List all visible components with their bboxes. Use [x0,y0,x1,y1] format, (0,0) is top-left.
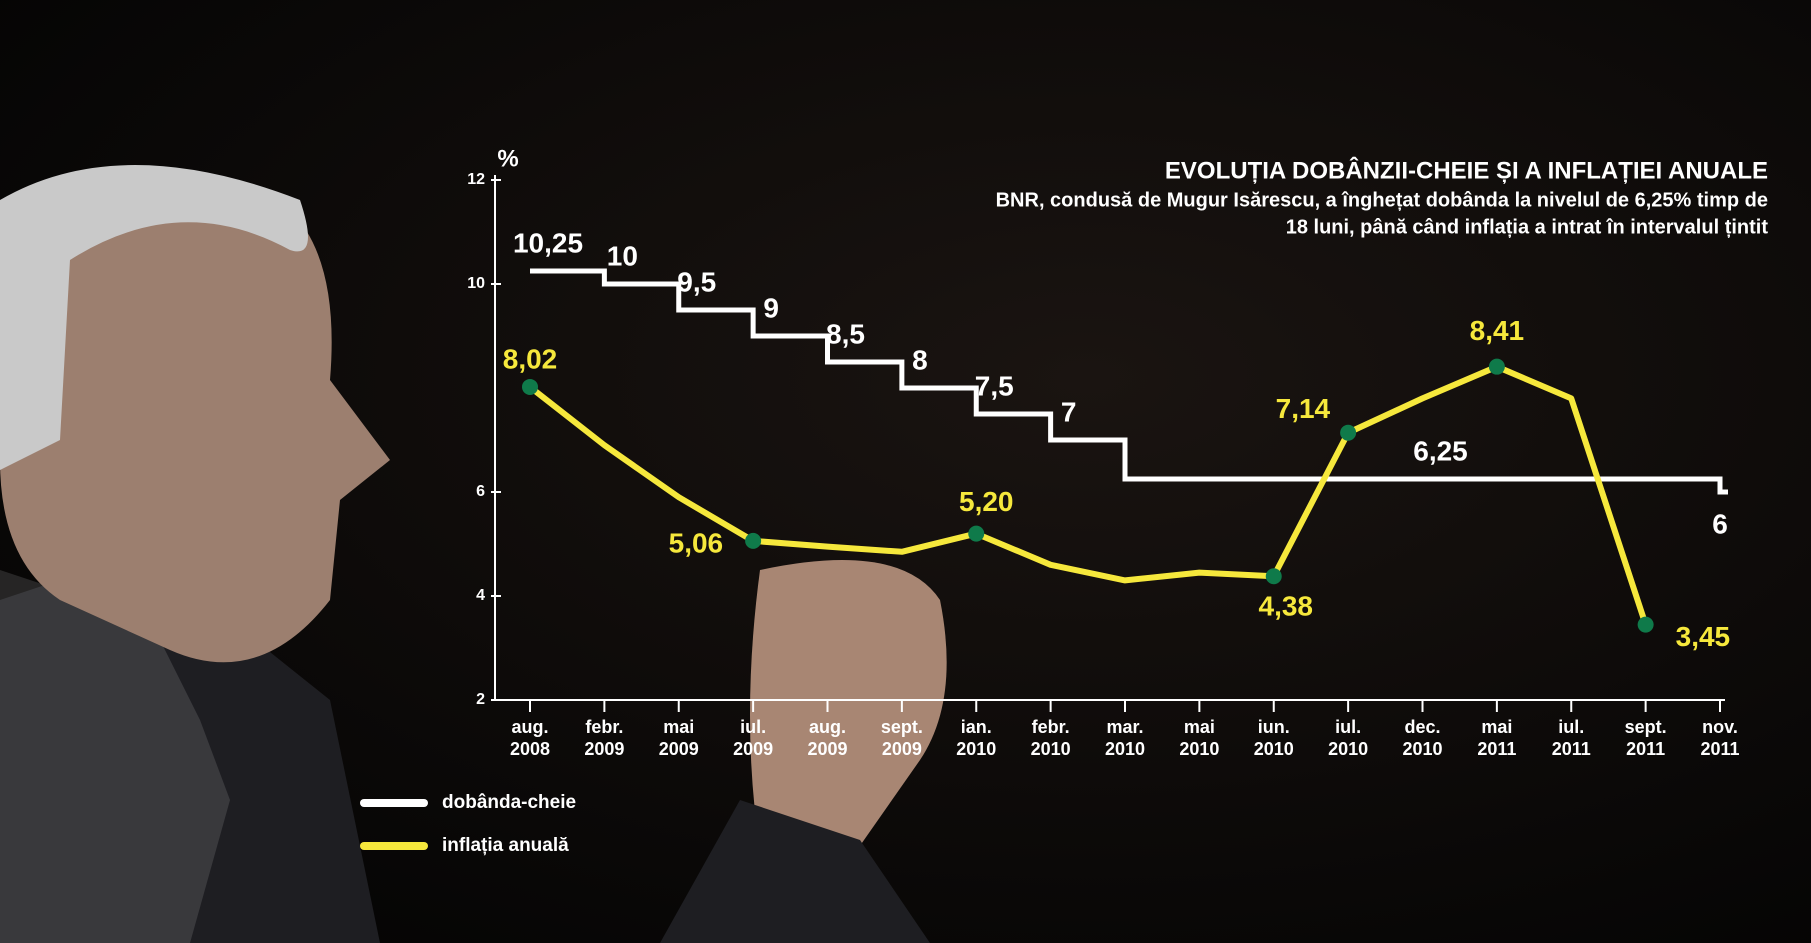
x-tick-label: febr. 2010 [1031,717,1071,759]
x-tick-label: sept. 2011 [1625,717,1667,759]
x-tick-label: iul. 2010 [1328,717,1368,759]
x-tick-label: iul. 2011 [1552,717,1591,759]
data-label: 4,38 [1259,591,1314,622]
data-point [522,378,538,395]
data-label: 8,5 [826,318,865,349]
x-tick-label: mai 2011 [1477,717,1516,759]
data-point [745,532,762,549]
legend-label: dobânda-cheie [442,792,576,813]
data-label: 5,06 [669,527,724,558]
data-label: 7,14 [1276,393,1331,424]
chart-title: EVOLUȚIA DOBÂNZII-CHEIE ȘI A INFLAȚIEI A… [1165,156,1768,184]
data-label: 3,45 [1676,621,1731,652]
y-tick-label: 10 [467,275,485,292]
data-point [1340,424,1357,441]
data-point [1265,568,1282,585]
data-label: 9 [763,292,779,323]
x-tick-label: iul. 2009 [733,717,773,759]
x-tick-label: mai 2010 [1179,717,1219,759]
subtitle: 18 luni, până când inflația a intrat în … [1286,216,1769,238]
data-point [1488,358,1505,375]
data-label: 6,25 [1413,435,1468,466]
x-tick-label: sept. 2009 [881,717,923,759]
x-tick-label: dec. 2010 [1402,717,1442,759]
subtitle: BNR, condusă de Mugur Isărescu, a îngheț… [996,189,1768,211]
portrait [0,165,947,943]
y-tick-label: 12 [467,171,485,188]
x-tick-label: aug. 2008 [510,717,550,759]
y-axis-label: % [497,145,518,172]
data-label: 9,5 [677,266,716,297]
x-tick-label: ian. 2010 [956,717,996,759]
data-label: 8 [912,344,928,375]
data-label: 8,02 [503,343,558,374]
data-label: 7,5 [975,370,1014,401]
x-tick-label: iun. 2010 [1254,717,1294,759]
series-line [528,363,1649,626]
data-label: 10 [607,240,638,271]
x-tick-label: mai 2009 [659,717,699,759]
x-tick-label: mar. 2010 [1105,717,1145,759]
y-tick-label: 6 [476,483,485,500]
data-point [1637,616,1654,633]
x-tick-label: nov. 2011 [1700,717,1739,759]
legend-label: inflația anuală [442,835,569,856]
data-point [968,525,985,542]
y-tick-label: 4 [476,587,485,604]
data-label: 5,20 [959,486,1014,517]
data-label: 7 [1061,396,1077,427]
data-label: 6 [1712,508,1728,539]
data-label: 10,25 [513,227,583,258]
y-tick-label: 2 [476,691,485,708]
data-label: 8,41 [1470,315,1525,346]
x-tick-label: aug. 2009 [807,717,847,759]
x-tick-label: febr. 2009 [584,717,624,759]
